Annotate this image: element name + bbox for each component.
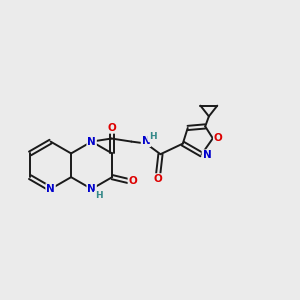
Text: O: O [214,133,223,142]
Text: O: O [128,176,137,186]
Text: N: N [142,136,150,146]
Text: N: N [202,150,211,160]
Text: N: N [87,184,96,194]
Text: N: N [87,136,96,147]
Text: H: H [148,133,156,142]
Text: H: H [95,191,102,200]
Text: O: O [108,123,116,133]
Text: N: N [46,184,55,194]
Text: O: O [154,174,163,184]
